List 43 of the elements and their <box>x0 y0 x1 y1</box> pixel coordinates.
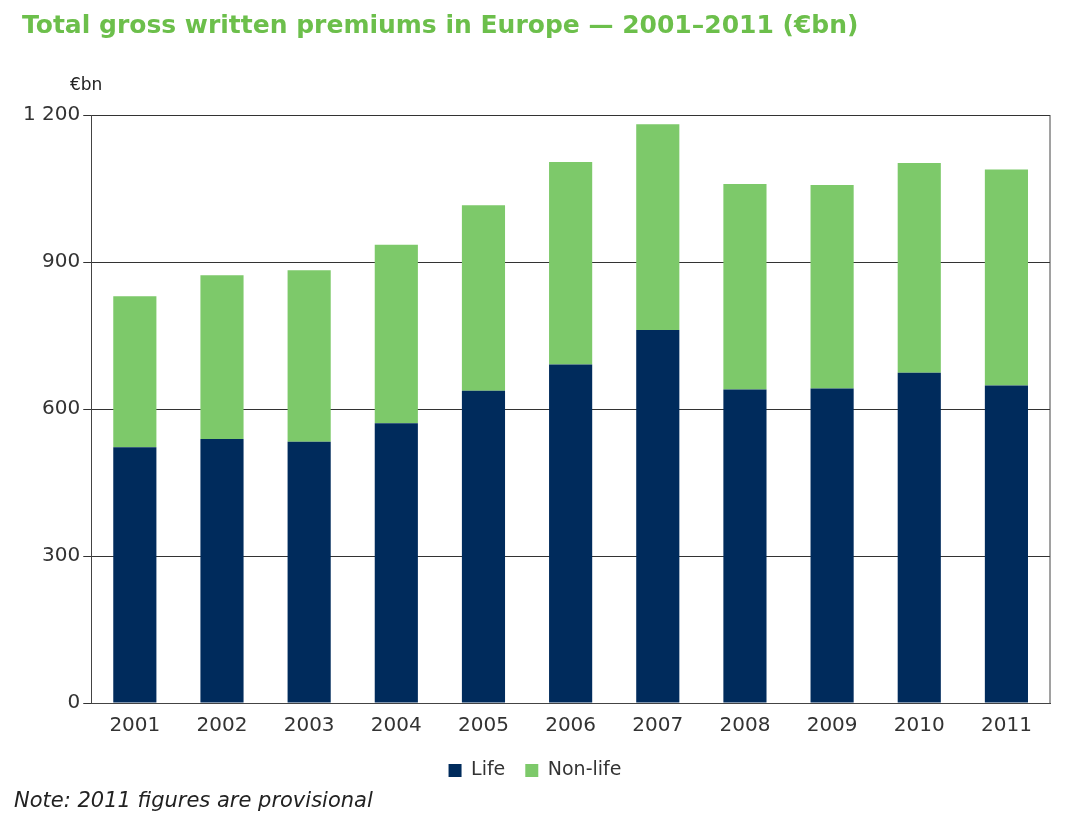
x-tick-label: 2006 <box>545 712 597 737</box>
bar <box>723 184 767 390</box>
bar <box>200 275 244 439</box>
legend-label: Non-life <box>547 757 622 780</box>
y-tick-label: 0 <box>67 689 81 714</box>
legend-label: Life <box>471 757 506 780</box>
bar <box>636 330 680 703</box>
text: Note: 2011 figures are provisional <box>14 788 373 812</box>
bar <box>461 205 506 391</box>
bar <box>636 124 680 331</box>
y-tick-label: 600 <box>42 395 81 420</box>
bar <box>113 447 157 703</box>
bar <box>200 438 244 703</box>
y-tick-label: 900 <box>42 248 81 273</box>
bar <box>461 390 506 703</box>
y-tick-label: 1 200 <box>22 101 81 126</box>
bar <box>897 372 941 703</box>
bar <box>287 441 331 703</box>
x-tick-label: 2009 <box>806 712 858 737</box>
x-tick-label: 2007 <box>632 712 684 737</box>
bar <box>984 385 1028 703</box>
x-tick-label: 2005 <box>458 712 509 737</box>
y-tick-label: 300 <box>42 542 81 567</box>
bar <box>374 244 418 424</box>
x-tick-label: 2010 <box>893 712 945 737</box>
bar <box>897 163 941 373</box>
bar <box>810 388 854 703</box>
bar <box>113 296 157 448</box>
x-tick-label: 2011 <box>980 712 1032 737</box>
x-tick-label: 2002 <box>196 712 248 737</box>
bar <box>549 364 593 703</box>
x-tick-label: 2003 <box>283 712 335 737</box>
bar <box>374 423 418 703</box>
bar <box>810 185 854 389</box>
bar <box>287 270 331 442</box>
chart-title: Total gross written premiums in Europe — 2001–2011 (€bn) <box>22 10 859 39</box>
x-tick-label: 2001 <box>109 712 161 737</box>
x-tick-label: 2008 <box>719 712 771 737</box>
bar <box>723 389 767 703</box>
y-axis-title: €bn <box>70 74 103 94</box>
bar <box>549 162 593 365</box>
bar <box>984 169 1028 386</box>
x-tick-label: 2004 <box>370 712 422 737</box>
